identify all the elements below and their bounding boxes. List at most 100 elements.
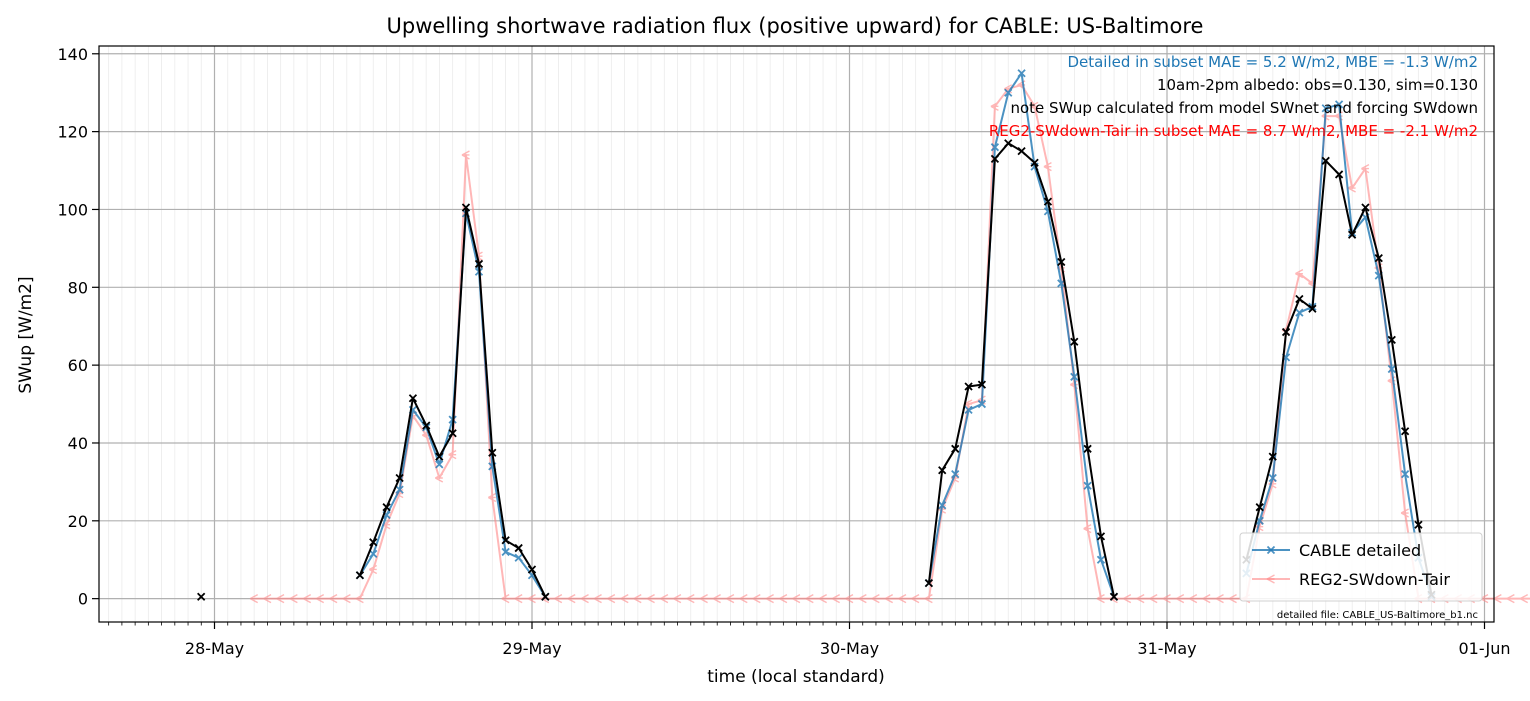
data-point	[368, 564, 378, 575]
data-point	[1400, 427, 1410, 436]
legend-box	[1239, 532, 1483, 602]
data-point	[1149, 594, 1158, 604]
data-point	[1096, 594, 1105, 604]
data-point	[673, 594, 682, 604]
data-point	[1070, 372, 1079, 381]
data-point	[1176, 594, 1185, 604]
data-point	[527, 565, 537, 574]
data-point	[1506, 594, 1515, 604]
data-point	[1493, 594, 1502, 604]
data-point	[938, 501, 947, 510]
data-point	[1268, 452, 1277, 461]
data-point	[660, 594, 669, 604]
data-point	[964, 382, 973, 391]
data-point	[633, 594, 642, 604]
tick-layer: 28-May 29-May 30-May 31-May 01-Jun 0 20 40 60 80 1…	[57, 45, 1510, 658]
data-point	[1189, 594, 1198, 604]
data-point	[263, 594, 272, 604]
data-point	[501, 536, 510, 545]
data-point	[845, 594, 854, 604]
data-point	[1361, 203, 1370, 212]
data-point	[1321, 104, 1330, 113]
legend-swatch-marker	[1266, 545, 1276, 555]
data-point	[1030, 101, 1039, 111]
data-point	[567, 594, 576, 604]
data-point	[765, 594, 774, 604]
x-tick-label: 30-May	[820, 639, 879, 658]
y-tick-label: 20	[68, 512, 88, 531]
data-point	[1308, 304, 1317, 313]
legend: CABLE detailed REG2-SWdown-Tair	[1239, 532, 1483, 602]
annotation-line: 10am-2pm albedo: obs=0.130, sim=0.130	[1157, 76, 1478, 94]
data-point	[501, 547, 510, 557]
data-point	[884, 594, 894, 604]
data-point	[1295, 294, 1304, 304]
x-axis-label: time (local standard)	[707, 667, 885, 687]
data-point	[1387, 364, 1396, 374]
data-point	[395, 473, 404, 483]
data-point	[501, 594, 510, 604]
data-point	[461, 203, 471, 212]
data-point	[990, 101, 999, 111]
y-tick-label: 100	[57, 200, 88, 219]
data-point	[369, 538, 378, 547]
data-point	[871, 594, 880, 604]
data-point	[1334, 170, 1344, 179]
data-point	[514, 543, 523, 553]
data-point	[289, 594, 298, 604]
data-point	[434, 473, 444, 483]
data-point	[593, 594, 602, 604]
data-point	[831, 594, 840, 604]
data-point	[686, 594, 695, 604]
data-point	[514, 553, 523, 562]
x-tick-label: 31-May	[1137, 639, 1196, 658]
data-point	[554, 594, 563, 604]
data-point	[1083, 523, 1092, 534]
data-point	[977, 399, 987, 409]
annotation-line: REG2-SWdown-Tair in subset MAE = 8.7 W/m…	[989, 122, 1478, 140]
legend-label: CABLE detailed	[1299, 541, 1421, 560]
x-tick-label: 29-May	[502, 639, 561, 658]
data-point	[197, 592, 206, 601]
data-point	[448, 429, 457, 438]
data-point	[1519, 594, 1529, 604]
data-point	[1030, 158, 1039, 167]
x-tick-label: 01-Jun	[1458, 639, 1510, 658]
data-point	[977, 380, 987, 389]
y-tick-label: 0	[78, 590, 88, 609]
data-point	[805, 594, 814, 604]
y-tick-label: 120	[57, 123, 88, 142]
annotation-layer: Detailed in subset MAE = 5.2 W/m2, MBE =…	[989, 53, 1478, 140]
data-point	[1334, 100, 1344, 109]
data-point	[779, 594, 788, 604]
data-point	[739, 594, 748, 604]
data-point	[580, 594, 589, 604]
data-point	[1255, 503, 1264, 512]
data-point	[1321, 156, 1330, 165]
data-point	[448, 450, 457, 460]
data-point	[1096, 555, 1106, 564]
data-point	[1400, 469, 1410, 479]
data-point	[620, 594, 629, 604]
data-point	[1017, 146, 1026, 156]
data-point	[858, 594, 867, 604]
data-point	[607, 594, 616, 604]
data-point	[951, 444, 960, 453]
data-point	[541, 592, 550, 601]
data-point	[461, 150, 470, 160]
data-point	[487, 492, 497, 503]
data-point	[1162, 594, 1171, 604]
data-point	[1347, 230, 1357, 239]
data-point	[1109, 592, 1119, 601]
annotation-line: Detailed in subset MAE = 5.2 W/m2, MBE =…	[1067, 53, 1478, 71]
data-point	[1043, 197, 1053, 206]
data-point	[422, 421, 431, 430]
data-point	[1004, 139, 1013, 148]
data-point	[938, 466, 947, 475]
data-point	[911, 594, 920, 604]
data-point	[355, 594, 364, 604]
data-point	[1295, 269, 1304, 279]
data-point	[1387, 335, 1396, 344]
data-point	[712, 594, 721, 604]
